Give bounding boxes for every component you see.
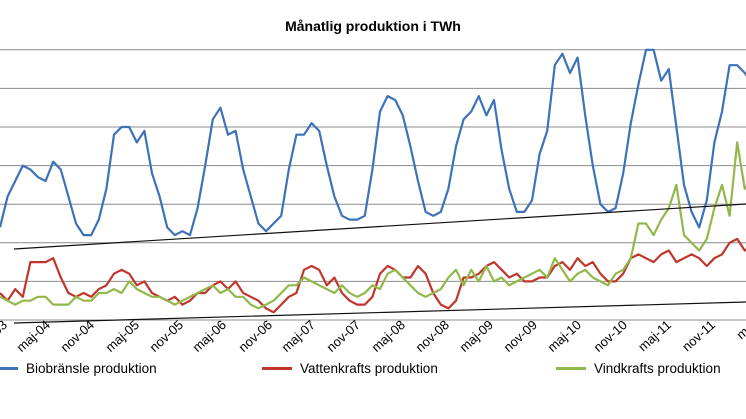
legend-item-biobransle: Biobränsle produktion xyxy=(0,361,157,376)
legend-label-biobransle: Biobränsle produktion xyxy=(26,361,157,376)
x-tick-label: 03 xyxy=(0,317,10,338)
legend-label-vindkraft: Vindkrafts produktion xyxy=(594,361,721,376)
x-tick-label: nov-04 xyxy=(57,317,97,355)
x-tick-label: nov-06 xyxy=(235,317,275,355)
x-tick-label: nov-08 xyxy=(412,317,452,355)
x-tick-label: maj-06 xyxy=(189,317,229,355)
x-tick-label: maj xyxy=(733,317,746,342)
x-tick-label: nov-09 xyxy=(500,317,540,355)
trend-line-0 xyxy=(13,203,746,250)
legend: Biobränsle produktion Vattenkrafts produ… xyxy=(0,361,746,381)
series-line-1 xyxy=(0,237,746,314)
x-tick-label: nov-05 xyxy=(146,317,186,355)
legend-swatch-vattenkraft xyxy=(262,367,292,370)
x-tick-label: maj-11 xyxy=(635,317,674,354)
series-line-2 xyxy=(0,141,746,310)
x-tick-label: maj-05 xyxy=(102,317,142,355)
series-line-0 xyxy=(0,48,746,237)
legend-label-vattenkraft: Vattenkrafts produktion xyxy=(300,361,438,376)
trend-line-1 xyxy=(13,301,746,324)
legend-swatch-vindkraft xyxy=(556,367,586,370)
x-tick-label: maj-08 xyxy=(368,317,408,355)
legend-item-vattenkraft: Vattenkrafts produktion xyxy=(262,361,438,376)
legend-item-vindkraft: Vindkrafts produktion xyxy=(556,361,721,376)
x-tick-label: maj-09 xyxy=(456,317,496,355)
x-tick-label: maj-10 xyxy=(544,317,584,355)
x-tick-label: maj-07 xyxy=(278,317,318,355)
x-tick-label: nov-10 xyxy=(590,317,630,355)
x-tick-label: nov-07 xyxy=(323,317,363,355)
x-tick-label: nov-11 xyxy=(679,317,718,354)
legend-swatch-biobransle xyxy=(0,367,18,370)
chart-title: Månatlig produktion i TWh xyxy=(285,18,461,34)
